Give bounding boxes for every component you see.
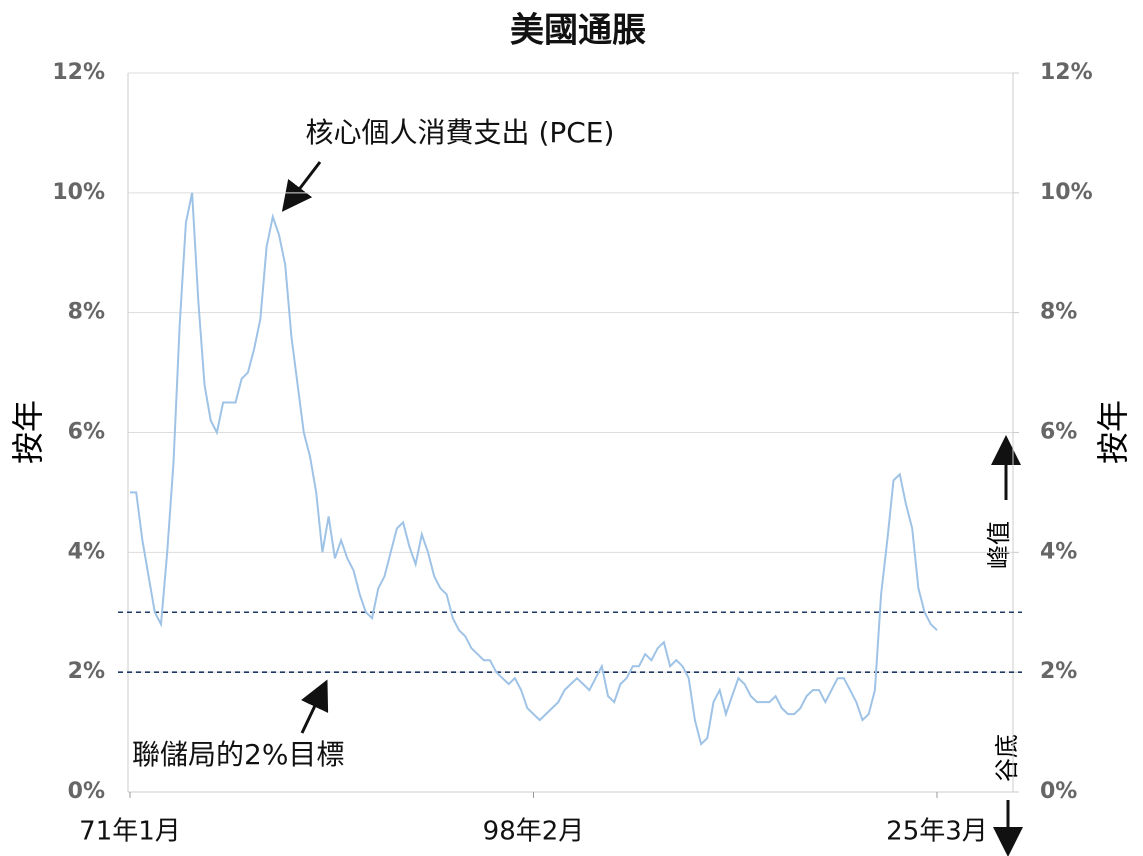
y2-tick-label: 4% <box>1040 539 1077 564</box>
y-tick-label: 8% <box>68 300 105 325</box>
y-tick-label: 4% <box>68 539 105 564</box>
arrow <box>300 679 329 734</box>
trough-label: 谷底 <box>993 734 1021 782</box>
y-axis-label: 按年 <box>9 400 47 464</box>
x-tick-label: 25年3月 <box>886 817 988 847</box>
x-tick-label: 71年1月 <box>79 817 181 847</box>
y2-tick-label: 6% <box>1040 420 1077 445</box>
y2-tick-label: 10% <box>1040 180 1093 205</box>
y2-tick-label: 2% <box>1040 659 1077 684</box>
arrow <box>281 161 322 212</box>
y2-tick-label: 12% <box>1040 60 1093 85</box>
chart-title: 美國通脹 <box>510 11 646 51</box>
y-tick-label: 10% <box>52 180 105 205</box>
data-line <box>130 192 938 747</box>
y2-tick-label: 8% <box>1040 300 1077 325</box>
y-tick-label: 2% <box>68 659 105 684</box>
y-tick-label: 6% <box>68 420 105 445</box>
y2-tick-label: 0% <box>1040 779 1077 804</box>
y2-axis-label: 按年 <box>1094 400 1132 464</box>
series-label: 核心個人消費支出 (PCE) <box>306 116 615 149</box>
y-tick-label: 0% <box>68 779 105 804</box>
peak-label: 峰值 <box>985 521 1013 569</box>
reference-label: 聯儲局的2%目標 <box>132 738 344 771</box>
x-tick-label: 98年2月 <box>483 817 585 847</box>
y-tick-label: 12% <box>52 60 105 85</box>
